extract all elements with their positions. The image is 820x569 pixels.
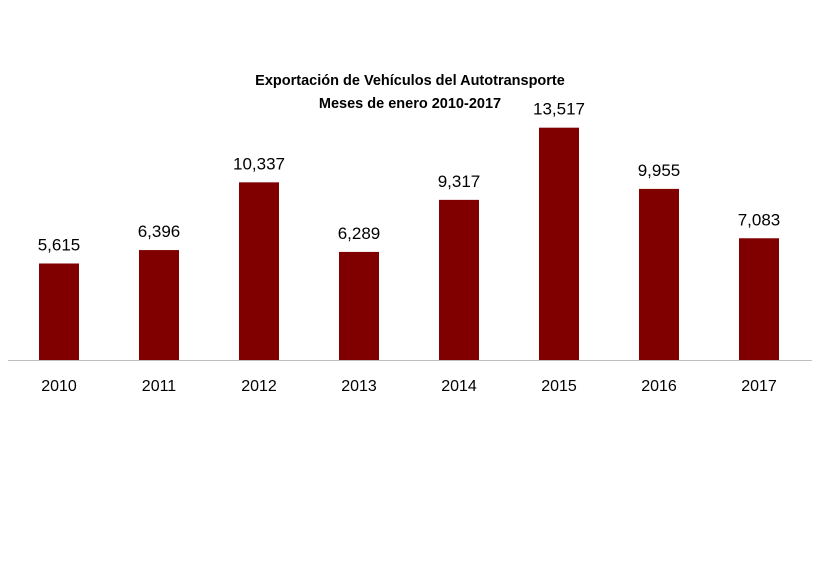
data-label-2011: 6,396 [138,222,181,241]
x-tick-label-2014: 2014 [441,378,477,395]
x-tick-label-2016: 2016 [641,378,677,395]
bar-2013 [339,251,379,360]
data-labels-group: 5,615 6,396 10,337 6,289 9,317 13,517 9,955 7,0… [38,100,781,255]
x-tick-label-2011: 2011 [142,378,177,395]
data-label-2016: 9,955 [638,161,681,180]
x-tick-label-2010: 2010 [41,378,77,395]
bar-2011 [139,250,179,360]
data-label-2015: 13,517 [533,100,585,119]
data-label-2017: 7,083 [738,210,781,229]
bar-2015 [539,127,579,360]
x-tick-label-2017: 2017 [741,378,777,395]
x-tick-label-2013: 2013 [341,378,377,395]
data-label-2013: 6,289 [338,224,381,243]
chart-subtitle: Meses de enero 2010-2017 [319,96,501,112]
bar-2010 [39,263,79,360]
data-label-2014: 9,317 [438,172,481,191]
x-tick-label-2015: 2015 [541,378,577,395]
x-tick-label-2012: 2012 [241,378,277,395]
x-tick-labels-group: 2010 2011 2012 2013 2014 2015 2016 2017 [41,378,777,395]
bar-2012 [239,182,279,360]
bar-2016 [639,188,679,360]
chart-title: Exportación de Vehículos del Autotranspo… [255,73,565,89]
data-label-2010: 5,615 [38,235,81,254]
bar-2017 [739,238,779,360]
bars-group [39,127,779,360]
bar-2014 [439,199,479,360]
data-label-2012: 10,337 [233,154,285,173]
